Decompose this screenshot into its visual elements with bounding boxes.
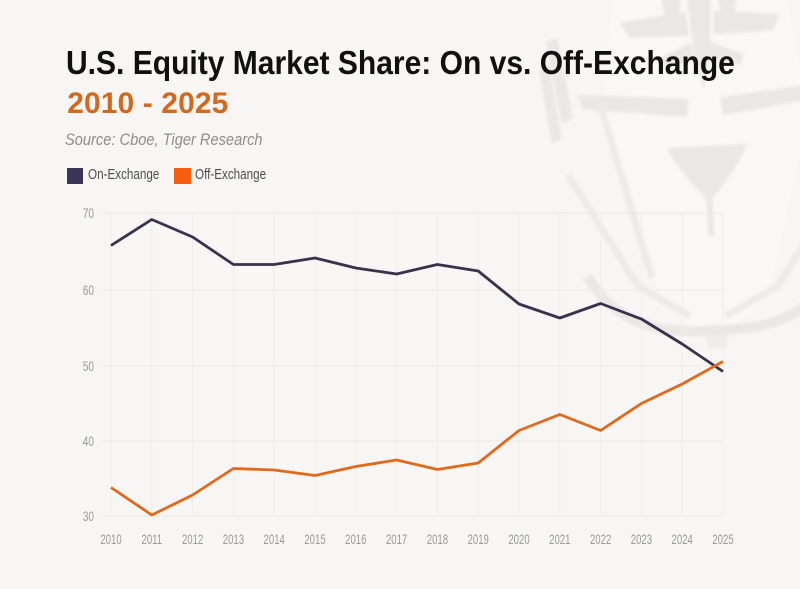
- svg-text:30: 30: [83, 508, 95, 524]
- svg-text:40: 40: [83, 433, 95, 449]
- svg-text:2015: 2015: [304, 531, 326, 547]
- svg-text:70: 70: [83, 205, 95, 221]
- svg-text:2021: 2021: [549, 531, 570, 547]
- svg-text:2018: 2018: [427, 531, 449, 547]
- svg-text:2014: 2014: [264, 531, 286, 547]
- svg-text:2022: 2022: [590, 531, 611, 547]
- svg-text:2019: 2019: [468, 531, 490, 547]
- svg-text:2013: 2013: [223, 531, 245, 547]
- svg-text:2017: 2017: [386, 531, 407, 547]
- svg-text:60: 60: [83, 282, 95, 298]
- svg-text:2023: 2023: [631, 531, 653, 547]
- svg-text:2012: 2012: [182, 531, 203, 547]
- svg-text:2016: 2016: [345, 531, 367, 547]
- svg-text:2011: 2011: [141, 531, 162, 547]
- svg-text:2024: 2024: [672, 531, 694, 547]
- svg-text:2025: 2025: [712, 531, 734, 547]
- svg-text:50: 50: [83, 358, 95, 374]
- svg-text:2020: 2020: [508, 531, 530, 547]
- svg-text:2010: 2010: [100, 531, 122, 547]
